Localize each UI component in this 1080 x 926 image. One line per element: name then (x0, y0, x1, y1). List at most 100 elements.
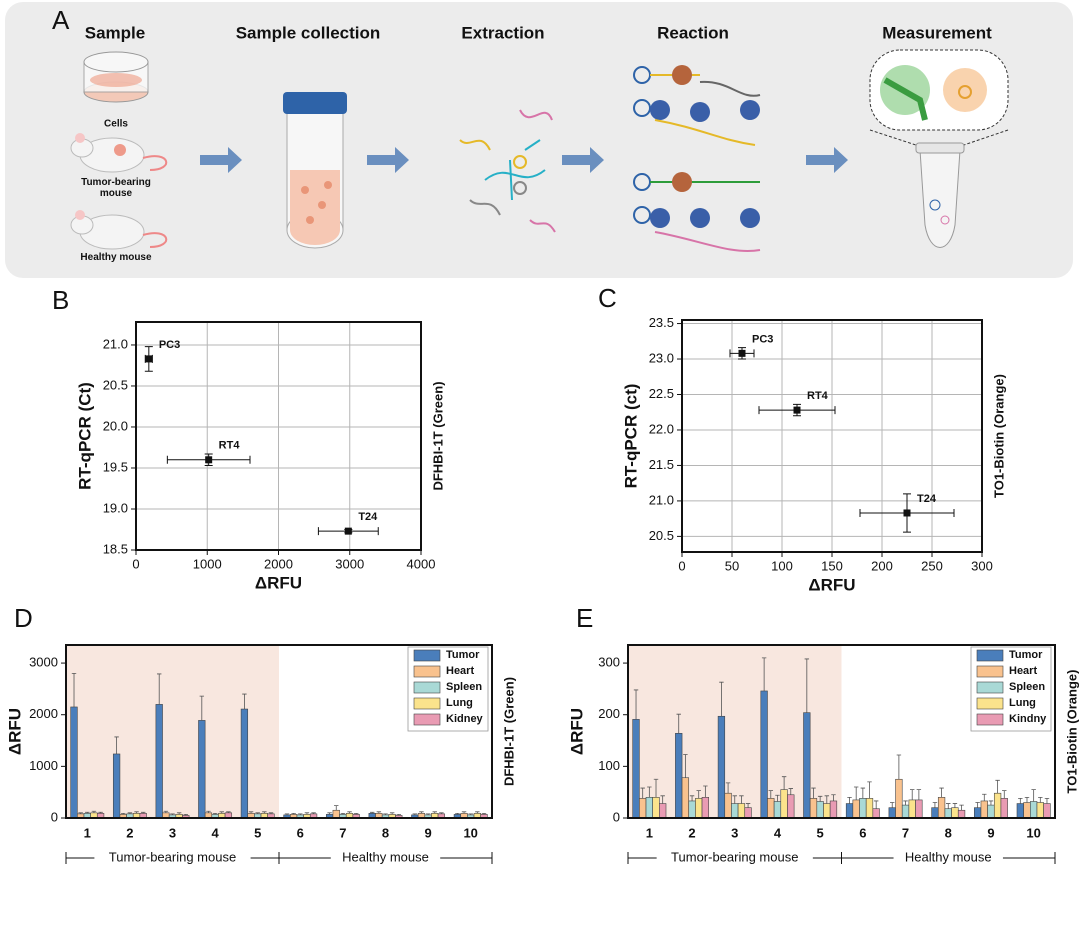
x-tick-label: 50 (725, 558, 739, 573)
bar (937, 797, 946, 819)
bar (198, 720, 206, 819)
error-bar (916, 789, 922, 800)
error-bar (719, 681, 724, 717)
bar (688, 800, 696, 819)
group-label: Healthy mouse (342, 849, 429, 864)
mouse-icon (70, 210, 168, 250)
bar (724, 792, 732, 819)
legend-label: Lung (1009, 697, 1036, 709)
x-axis-label: ΔRFU (255, 573, 302, 592)
plot-frame (135, 321, 422, 551)
error-bar (781, 776, 787, 790)
group-bracket (65, 852, 280, 864)
bar (931, 807, 939, 819)
bar (155, 704, 163, 819)
x-tick-label: 9 (987, 825, 994, 840)
error-bar (939, 787, 944, 798)
y-tick-label: 300 (598, 655, 620, 670)
bar (717, 715, 726, 819)
error-bar (683, 754, 688, 778)
error-bar (689, 795, 695, 801)
legend-label: Spleen (446, 681, 482, 693)
error-bar (114, 736, 119, 754)
x-tick-label: 0 (678, 558, 685, 573)
x-tick-label: 100 (771, 558, 793, 573)
bar (731, 803, 739, 819)
error-bar (647, 786, 652, 798)
panel-label: A (52, 5, 70, 35)
bar (737, 803, 746, 819)
bar (957, 809, 966, 819)
error-bar (732, 795, 737, 804)
sample-label: Healthy mouse (80, 252, 152, 263)
point-label: T24 (358, 511, 378, 523)
step-title: Sample collection (236, 23, 381, 42)
bar (829, 800, 838, 819)
error-bar (640, 787, 645, 799)
legend-swatch (976, 697, 1004, 710)
right-label: DFHBI-1T (Green) (430, 381, 445, 490)
x-tick-label: 3000 (335, 556, 364, 571)
x-tick-label: 10 (1026, 825, 1040, 840)
y-tick-label: 18.5 (103, 541, 128, 556)
error-bar (946, 803, 951, 809)
bar (1043, 803, 1051, 819)
error-bar (817, 795, 823, 802)
error-bar (739, 795, 744, 804)
error-bar (1024, 796, 1030, 803)
legend-swatch (976, 649, 1004, 662)
point-label: RT4 (807, 390, 829, 402)
bar (112, 753, 121, 819)
legend-label: Kindny (1009, 713, 1047, 725)
error-bar (867, 781, 872, 799)
y-tick-label: 19.5 (103, 459, 128, 474)
bar (859, 798, 867, 819)
bar (681, 777, 690, 819)
error-bar (860, 787, 866, 799)
bar (915, 799, 923, 819)
x-tick-label: 4000 (407, 556, 436, 571)
plot-frame (627, 644, 1056, 819)
legend-swatch (976, 713, 1004, 726)
error-bar (932, 802, 938, 808)
legend-swatch (976, 665, 1004, 678)
mouse-icon (70, 133, 168, 173)
error-bar (952, 803, 958, 808)
error-bar (768, 790, 774, 799)
legend-label: Heart (1009, 665, 1037, 677)
bar (767, 798, 775, 819)
x-tick-label: 1000 (193, 556, 222, 571)
x-tick-label: 1 (646, 825, 653, 840)
legend-label: Tumor (446, 649, 480, 661)
step-title: Measurement (882, 23, 992, 42)
bar (901, 804, 910, 819)
bar (760, 690, 768, 819)
error-bar (242, 693, 247, 710)
legend-label: Tumor (1009, 649, 1043, 661)
x-tick-label: 8 (945, 825, 952, 840)
error-bar (995, 779, 1000, 794)
bar (865, 798, 874, 819)
y-axis-label: RT-qPCR (ct) (621, 384, 640, 489)
group-label: Healthy mouse (905, 849, 992, 864)
y-axis-label: ΔRFU (567, 708, 586, 755)
bar (787, 794, 795, 819)
group-bracket (278, 852, 493, 864)
y-tick-label: 20.5 (103, 377, 128, 392)
error-bar (982, 793, 987, 801)
y-tick-label: 22.0 (649, 421, 674, 436)
panel-label: C (598, 283, 617, 313)
bar (744, 807, 752, 819)
x-tick-label: 4 (211, 825, 219, 840)
x-tick-label: 8 (382, 825, 389, 840)
bar (895, 778, 903, 819)
point-label: T24 (917, 493, 937, 505)
bar (809, 798, 818, 819)
error-bar (853, 786, 859, 800)
legend-label: Spleen (1009, 681, 1045, 693)
error-bar (660, 795, 665, 804)
x-tick-label: 10 (463, 825, 477, 840)
y-tick-label: 23.0 (649, 350, 674, 365)
y-axis-label: RT-qPCR (Ct) (75, 382, 94, 490)
error-bar (1002, 790, 1007, 799)
